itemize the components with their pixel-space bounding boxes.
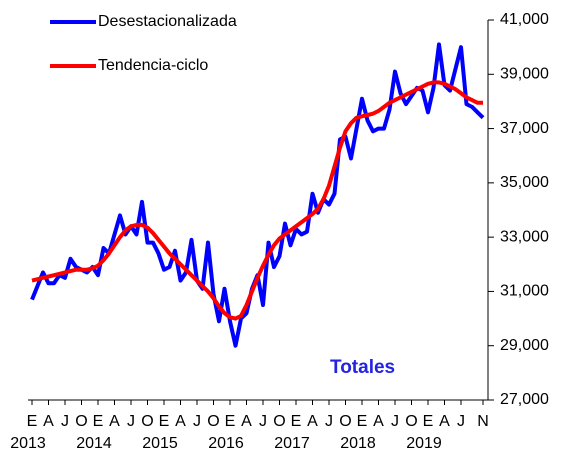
y-tick-label: 39,000 [500,66,549,83]
x-tick-label: O [405,413,417,430]
x-tick-label: E [357,413,368,430]
x-tick-label: A [373,413,384,430]
x-tick-label: A [241,413,252,430]
y-tick-label: 37,000 [500,120,549,137]
x-tick-label: A [109,413,120,430]
legend-label: Tendencia-ciclo [98,57,208,74]
x-tick-label: E [225,413,236,430]
year-label: 2016 [208,435,244,452]
year-label: 2017 [274,435,310,452]
year-label: 2014 [76,435,112,452]
x-tick-label: O [207,413,219,430]
x-tick-label: J [193,413,201,430]
x-tick-label: A [439,413,450,430]
x-tick-label: J [391,413,399,430]
x-tick-label: E [291,413,302,430]
year-label: 2015 [142,435,178,452]
series-line [31,80,483,321]
x-tick-label: A [43,413,54,430]
year-label: 2019 [406,435,442,452]
y-tick-label: 41,000 [500,11,549,28]
x-tick-label: E [93,413,104,430]
x-tick-label: O [141,413,153,430]
x-tick-label: J [259,413,267,430]
x-tick-label: E [159,413,170,430]
x-tick-label: O [273,413,285,430]
year-label: 2018 [340,435,376,452]
x-tick-label: N [477,413,489,430]
x-tick-label: A [307,413,318,430]
legend-label: Desestacionalizada [98,13,237,30]
y-tick-label: 31,000 [500,283,549,300]
x-tick-label: J [457,413,465,430]
x-tick-label: O [339,413,351,430]
y-tick-label: 29,000 [500,337,549,354]
annotation: Totales [330,357,395,378]
x-tick-label: J [61,413,69,430]
year-label: 2013 [10,435,46,452]
x-tick-label: E [27,413,38,430]
y-tick-label: 33,000 [500,228,549,245]
x-tick-label: A [175,413,186,430]
x-tick-label: E [423,413,434,430]
y-tick-label: 35,000 [500,174,549,191]
y-tick-label: 27,000 [500,391,549,408]
x-tick-label: J [127,413,135,430]
x-tick-label: O [75,413,87,430]
x-tick-label: J [325,413,333,430]
